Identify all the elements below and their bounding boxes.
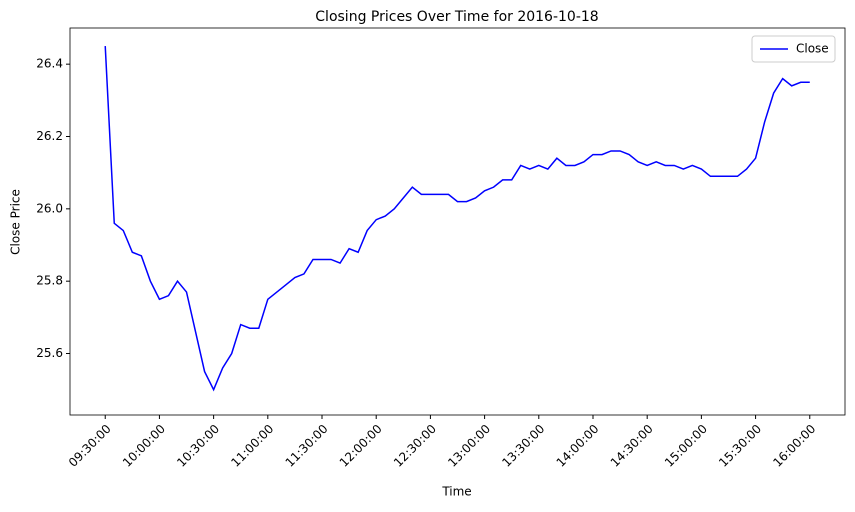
line-series xyxy=(104,46,810,392)
x-tick-label: 13:30:00 xyxy=(499,422,547,470)
x-axis-label: Time xyxy=(441,485,471,499)
x-tick-label: 10:00:00 xyxy=(120,422,168,470)
x-tick-label: 12:30:00 xyxy=(391,422,439,470)
legend-box xyxy=(751,35,836,63)
x-tick-label: 14:00:00 xyxy=(554,422,602,470)
y-tick-label: 25.8 xyxy=(36,274,63,288)
x-tick-label: 13:00:00 xyxy=(445,422,493,470)
plot-frame xyxy=(69,27,846,416)
x-tick-label: 14:30:00 xyxy=(608,422,656,470)
x-tick-label: 16:00:00 xyxy=(770,422,818,470)
y-tick-label: 25.6 xyxy=(36,346,63,360)
x-tick-label: 10:30:00 xyxy=(174,422,222,470)
x-tick-label: 15:30:00 xyxy=(716,422,764,470)
x-tick-label: 09:30:00 xyxy=(66,422,114,470)
x-tick-label: 12:00:00 xyxy=(337,422,385,470)
y-tick-label: 26.4 xyxy=(36,57,63,71)
y-tick-label: 26.2 xyxy=(36,129,63,143)
x-tick-label: 15:00:00 xyxy=(662,422,710,470)
legend-label: Close xyxy=(796,42,829,56)
y-axis-label: Close Price xyxy=(9,189,23,255)
y-tick-label: 26.0 xyxy=(36,201,63,215)
x-tick-label: 11:00:00 xyxy=(228,422,276,470)
chart-title: Closing Prices Over Time for 2016-10-18 xyxy=(315,9,598,25)
x-tick-label: 11:30:00 xyxy=(283,422,331,470)
